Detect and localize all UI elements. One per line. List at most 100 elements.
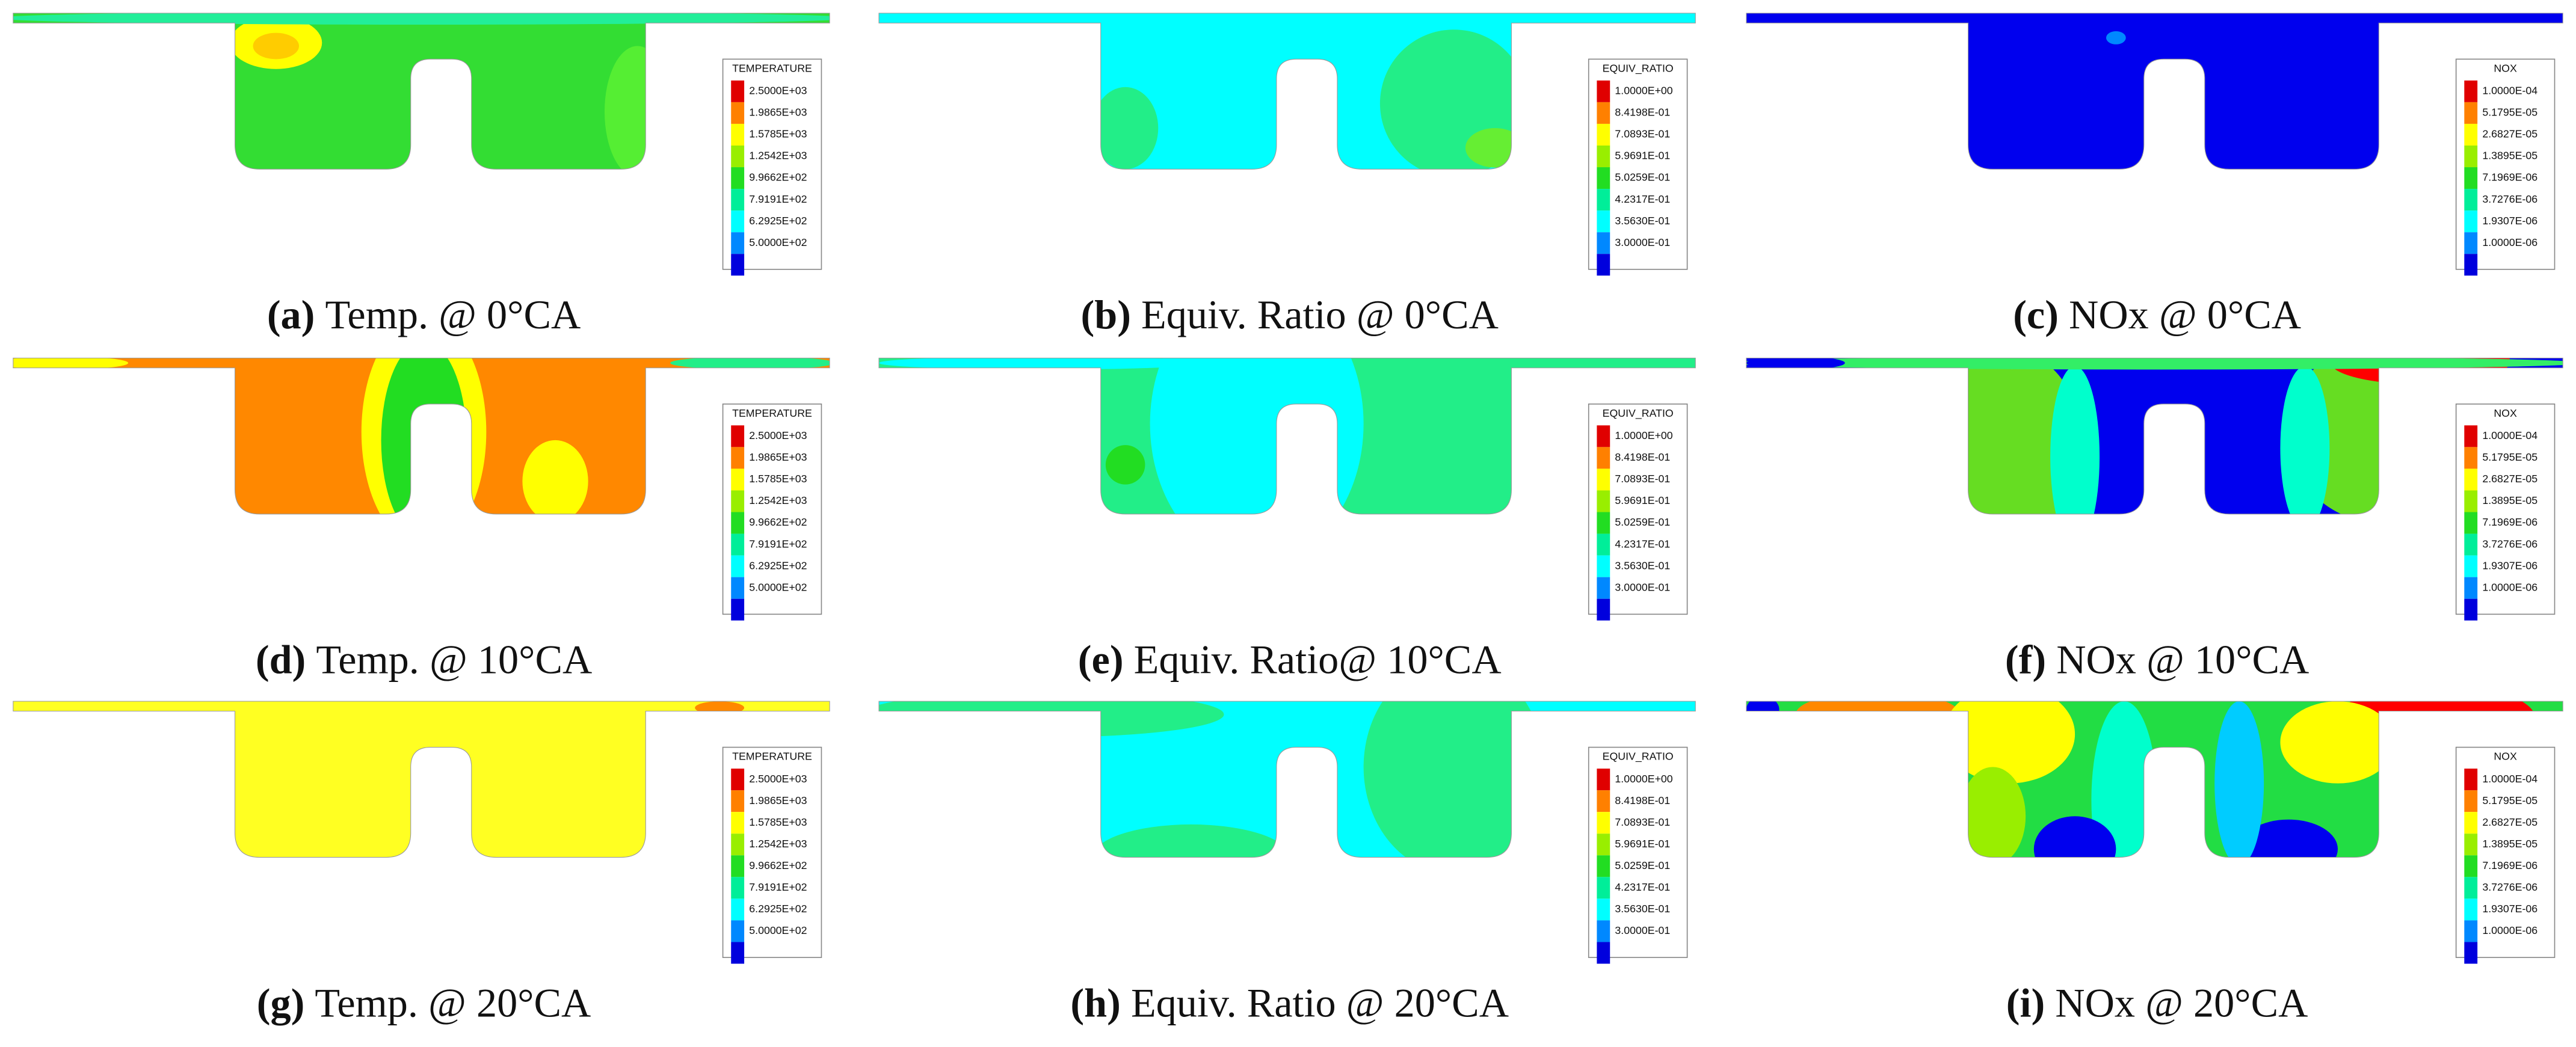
legend-label: 1.0000E-06	[2482, 236, 2537, 248]
legend-swatch	[1597, 232, 1610, 254]
contour-region	[2106, 31, 2126, 45]
legend-swatch	[731, 145, 745, 168]
contour	[1746, 358, 2563, 514]
legend-label: 7.9191E+02	[749, 538, 807, 550]
panel: EQUIV_RATIO 1.0000E+00 8.4198E-01 7.0893E-0…	[878, 701, 1696, 1025]
legend: TEMPERATURE 2.5000E+03 1.9865E+03 1.5785E+0…	[722, 404, 822, 621]
caption: (i) NOx @ 20°CA	[2006, 980, 2308, 1025]
legend-swatch	[1597, 468, 1610, 491]
caption-space	[2059, 292, 2069, 337]
legend-swatch	[731, 210, 745, 233]
contour-region	[1935, 358, 2083, 514]
caption-tag: (b)	[1081, 292, 1131, 337]
legend-label: 2.6827E-05	[2482, 473, 2537, 485]
caption-tag: (h)	[1070, 980, 1120, 1025]
legend-label: 3.7276E-06	[2482, 538, 2537, 550]
legend: TEMPERATURE 2.5000E+03 1.9865E+03 1.5785E+0…	[722, 746, 822, 964]
legend-swatch	[731, 490, 745, 512]
contour-region	[2091, 701, 2157, 858]
legend-label: 4.2317E-01	[1615, 538, 1670, 550]
caption-text: Temp. @ 0°CA	[325, 292, 581, 337]
legend-swatch	[1597, 145, 1610, 168]
contour-base	[1746, 701, 2563, 858]
legend-swatch	[2464, 210, 2478, 233]
contour-base	[1746, 13, 2563, 170]
legend-label: 1.0000E+00	[1615, 773, 1672, 785]
caption-tag: (a)	[267, 292, 315, 337]
legend-label: 1.5785E+03	[749, 816, 807, 828]
piston-outline	[13, 701, 830, 858]
panel: EQUIV_RATIO 1.0000E+00 8.4198E-01 7.0893E-0…	[878, 13, 1696, 337]
legend-swatch	[731, 254, 745, 276]
legend-label: 1.9865E+03	[749, 451, 807, 463]
legend-title: NOX	[2494, 62, 2517, 74]
legend-label: 1.9307E-06	[2482, 903, 2537, 915]
legend-swatch	[1597, 210, 1610, 233]
legend-label: 7.0893E-01	[1615, 473, 1670, 485]
contour-region	[1959, 767, 2026, 858]
caption-tag: (c)	[2013, 292, 2059, 337]
caption-text: Equiv. Ratio @ 0°CA	[1141, 292, 1499, 337]
piston-outline	[1746, 357, 2563, 515]
caption-space	[304, 980, 315, 1025]
caption-space	[306, 637, 316, 683]
contour-region	[604, 46, 671, 170]
caption-space	[1124, 637, 1134, 683]
legend-swatch	[731, 533, 745, 556]
legend-label: 5.0000E+02	[749, 581, 807, 593]
legend-label: 1.3895E-05	[2482, 150, 2537, 162]
contour-region	[879, 358, 1208, 370]
legend-swatch	[1597, 598, 1610, 621]
legend-swatch	[731, 598, 745, 621]
panel: NOX 1.0000E-04 5.1795E-05 2.6827E-05 1.3895E…	[1746, 357, 2563, 683]
caption: (a) Temp. @ 0°CA	[267, 292, 581, 337]
legend-label: 1.3895E-05	[2482, 838, 2537, 850]
legend-title: NOX	[2494, 751, 2517, 763]
legend-swatch	[1597, 834, 1610, 856]
contour	[13, 358, 830, 514]
contour-region	[1105, 445, 1145, 485]
caption-space	[1131, 292, 1141, 337]
contour-base	[879, 701, 1696, 858]
caption-tag: (g)	[257, 980, 305, 1025]
legend-swatch	[1597, 812, 1610, 834]
legend-swatch	[2464, 855, 2478, 877]
legend-swatch	[1597, 790, 1610, 812]
legend-label: 2.5000E+03	[749, 773, 807, 785]
legend-swatch	[731, 942, 745, 964]
legend-label: 7.1969E-06	[2482, 859, 2537, 871]
legend-label: 6.2925E+02	[749, 903, 807, 915]
contour-region	[1795, 701, 1960, 738]
panel: TEMPERATURE 2.5000E+03 1.9865E+03 1.5785E+0…	[13, 357, 830, 683]
legend-label: 7.0893E-01	[1615, 128, 1670, 140]
legend-swatch	[2464, 769, 2478, 791]
contour	[1746, 13, 2563, 170]
legend-label: 3.7276E-06	[2482, 193, 2537, 205]
legend-swatch	[2464, 232, 2478, 254]
contour-base	[879, 13, 1696, 170]
legend-swatch	[731, 167, 745, 189]
contour-region	[13, 358, 129, 370]
legend-label: 1.2542E+03	[749, 494, 807, 506]
caption-tag: (d)	[256, 637, 306, 683]
legend-swatch	[2464, 123, 2478, 146]
contour-region	[1465, 128, 1525, 168]
caption-text: NOx @ 20°CA	[2055, 980, 2308, 1025]
legend-swatch	[1597, 877, 1610, 899]
contour-region	[1363, 701, 1545, 858]
legend-label: 5.0259E-01	[1615, 171, 1670, 183]
legend-swatch	[2464, 898, 2478, 921]
legend-label: 9.9662E+02	[749, 171, 807, 183]
legend-swatch	[2464, 425, 2478, 447]
caption: (d) Temp. @ 10°CA	[256, 637, 592, 683]
contour-region	[2214, 701, 2264, 858]
legend-swatch	[731, 102, 745, 124]
legend-swatch	[731, 790, 745, 812]
legend-label: 5.9691E-01	[1615, 150, 1670, 162]
legend-label: 1.0000E-04	[2482, 773, 2537, 785]
legend-label: 3.0000E-01	[1615, 236, 1670, 248]
contour-region	[1746, 701, 1779, 723]
legend-swatch	[2464, 447, 2478, 469]
legend-swatch	[1597, 447, 1610, 469]
